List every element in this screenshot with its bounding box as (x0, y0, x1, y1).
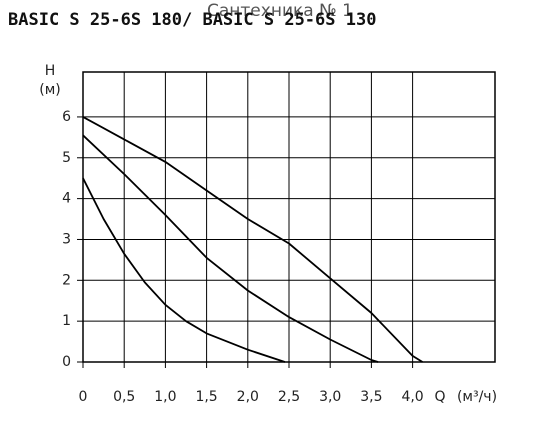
y-tick-label: 3 (62, 231, 71, 247)
chart-title: BASIC S 25-6S 180/ BASIC S 25-6S 130 (8, 10, 376, 30)
pump-curve (82, 116, 423, 363)
y-tick-label: 0 (62, 354, 71, 370)
x-tick-label: 1,0 (154, 389, 176, 405)
y-unit: (м) (39, 82, 61, 98)
y-tick-label: 2 (62, 272, 71, 288)
y-tick-label: 6 (62, 109, 71, 125)
x-unit: (м³/ч) (457, 389, 497, 405)
y-tick-label: 1 (62, 313, 71, 329)
x-label: Q (434, 389, 445, 405)
pump-curve (82, 177, 286, 363)
x-tick-label: 4,0 (401, 389, 423, 405)
x-tick-label: 0 (79, 389, 88, 405)
y-tick-label: 5 (62, 150, 71, 166)
pump-curve (82, 134, 379, 363)
x-tick-label: 2,5 (278, 389, 300, 405)
y-tick-label: 4 (62, 191, 71, 207)
x-tick-label: 0,5 (113, 389, 135, 405)
x-tick-label: 3,5 (360, 389, 382, 405)
x-tick-label: 1,5 (195, 389, 217, 405)
watermark: Сантехника № 1 (207, 1, 353, 21)
y-label: H (45, 63, 56, 79)
x-tick-label: 2,0 (237, 389, 259, 405)
x-tick-label: 3,0 (319, 389, 341, 405)
